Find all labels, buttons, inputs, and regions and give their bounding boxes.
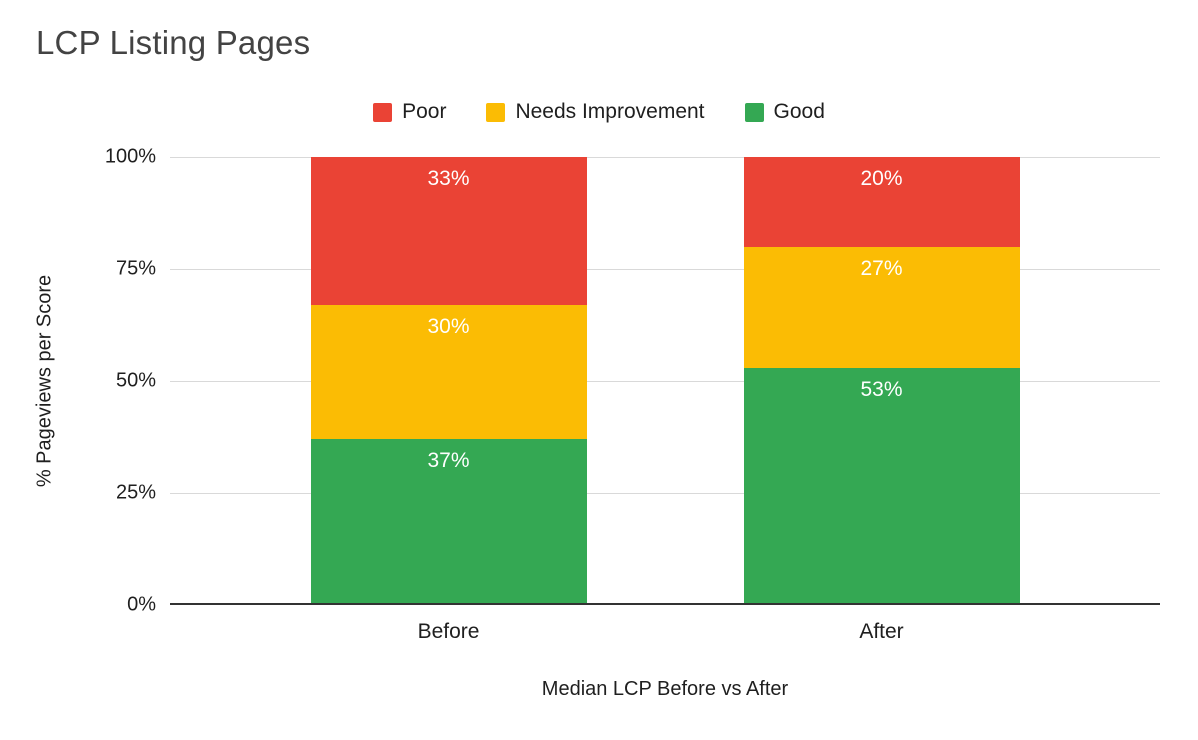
legend-item-needs-improvement: Needs Improvement xyxy=(486,100,705,124)
gridline-100% xyxy=(170,156,1160,158)
x-axis-title: Median LCP Before vs After xyxy=(541,678,789,700)
x-category-label-before: Before xyxy=(417,620,480,643)
y-tick-label: 25% xyxy=(115,481,156,504)
legend-item-good: Good xyxy=(744,100,825,124)
bar-segment-value-label: 37% xyxy=(427,449,470,473)
bar-segment-value-label: 33% xyxy=(427,167,470,191)
bar-segment-value-label: 20% xyxy=(860,167,903,191)
bar-segment-before-good: 37% xyxy=(310,439,587,605)
plot-area: 0% 25% 50% 75% 100% 37% 30% 33% Before 53% 27% 20% A… xyxy=(105,146,1160,643)
legend-item-poor: Poor xyxy=(373,100,446,124)
bar-segment-value-label: 27% xyxy=(860,256,903,280)
y-tick-label: 75% xyxy=(115,257,156,280)
legend: Poor Needs Improvement Good xyxy=(0,100,1198,124)
gridline-25% xyxy=(170,492,1160,494)
legend-label: Poor xyxy=(402,100,447,123)
bar-segment-after-good: 53% xyxy=(743,367,1020,605)
legend-label: Good xyxy=(773,100,825,123)
legend-swatch-good xyxy=(744,102,764,122)
legend-swatch-needs-improvement xyxy=(486,102,506,122)
x-axis-baseline xyxy=(170,603,1160,605)
gridline-75% xyxy=(170,268,1160,270)
bar-segment-value-label: 30% xyxy=(427,314,470,338)
bar-segment-value-label: 53% xyxy=(860,377,903,401)
legend-swatch-poor xyxy=(373,102,393,122)
chart-title: LCP Listing Pages xyxy=(36,24,311,61)
x-category-label-after: After xyxy=(859,620,904,643)
gridline-50% xyxy=(170,380,1160,382)
y-tick-label: 0% xyxy=(127,593,156,616)
bar-segment-before-needs-improvement: 30% xyxy=(310,304,587,440)
y-tick-label: 100% xyxy=(104,145,156,168)
bar-segment-after-needs-improvement: 27% xyxy=(743,246,1020,368)
y-tick-label: 50% xyxy=(115,369,156,392)
legend-label: Needs Improvement xyxy=(515,100,705,123)
y-axis-title: % Pageviews per Score xyxy=(33,274,56,488)
bar-segment-after-poor: 20% xyxy=(743,157,1020,247)
bar-segment-before-poor: 33% xyxy=(310,157,587,305)
